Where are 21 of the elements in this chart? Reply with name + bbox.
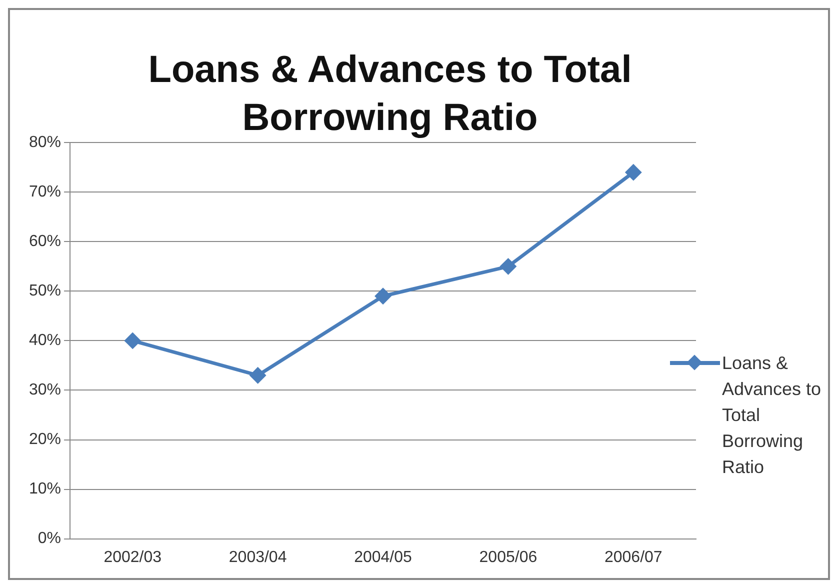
x-tick-label: 2006/07: [604, 548, 662, 566]
point: [626, 164, 642, 180]
point: [375, 288, 391, 304]
y-tick-label: 50%: [28, 282, 62, 300]
x-tick-label: 2003/04: [228, 548, 287, 566]
point: [250, 368, 266, 384]
x-tick-label: 2004/05: [354, 548, 412, 566]
y-tick-label: 0%: [38, 530, 62, 548]
y-tick-label: 40%: [28, 332, 62, 350]
y-tick-label: 80%: [28, 134, 62, 152]
legend-label: Loans & Advances to Total Borrowing Ratio: [722, 352, 822, 479]
y-tick-label: 70%: [28, 184, 62, 201]
y-tick-label: 60%: [28, 233, 62, 250]
point: [500, 258, 516, 274]
y-tick-label: 30%: [28, 382, 62, 399]
y-tick-label: 20%: [28, 431, 62, 448]
point: [124, 332, 140, 348]
x-tick-label: 2002/03: [104, 548, 162, 566]
y-tick-label: 10%: [28, 480, 62, 498]
chart-title: Loans & Advances to Total Borrowing Ratio: [147, 48, 633, 141]
x-tick-label: 2005/06: [479, 548, 538, 566]
